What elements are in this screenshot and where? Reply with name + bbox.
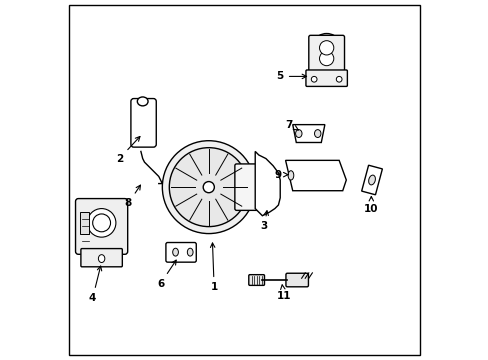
Text: 1: 1: [210, 243, 217, 292]
Polygon shape: [255, 152, 280, 216]
Ellipse shape: [287, 171, 293, 180]
Text: 10: 10: [364, 197, 378, 213]
Text: 5: 5: [276, 71, 306, 81]
Ellipse shape: [315, 33, 337, 48]
Text: 8: 8: [124, 185, 140, 208]
Ellipse shape: [137, 97, 148, 106]
Circle shape: [319, 41, 333, 55]
Ellipse shape: [368, 175, 375, 185]
Circle shape: [203, 181, 214, 193]
FancyBboxPatch shape: [81, 249, 122, 267]
Circle shape: [319, 51, 333, 66]
FancyBboxPatch shape: [305, 70, 346, 86]
Text: 9: 9: [274, 170, 287, 180]
Text: 3: 3: [260, 211, 268, 231]
FancyBboxPatch shape: [248, 275, 264, 285]
Ellipse shape: [98, 255, 104, 262]
Polygon shape: [361, 165, 382, 195]
FancyBboxPatch shape: [234, 164, 263, 210]
Polygon shape: [285, 160, 346, 191]
FancyBboxPatch shape: [285, 273, 308, 287]
FancyBboxPatch shape: [131, 99, 156, 147]
Text: 7: 7: [285, 120, 298, 130]
Text: 4: 4: [89, 266, 102, 303]
Text: 2: 2: [116, 136, 140, 163]
Polygon shape: [292, 125, 324, 143]
Circle shape: [93, 214, 110, 232]
FancyBboxPatch shape: [165, 243, 196, 262]
Circle shape: [261, 174, 274, 186]
Ellipse shape: [187, 248, 193, 256]
Circle shape: [162, 141, 255, 234]
Ellipse shape: [295, 130, 302, 138]
Circle shape: [336, 76, 341, 82]
Text: 6: 6: [157, 260, 176, 289]
Circle shape: [87, 208, 116, 237]
Circle shape: [169, 148, 248, 226]
Bar: [80, 212, 89, 234]
Ellipse shape: [314, 130, 320, 138]
Circle shape: [311, 76, 316, 82]
FancyBboxPatch shape: [75, 199, 127, 254]
Ellipse shape: [172, 248, 178, 256]
Text: 11: 11: [276, 285, 290, 301]
FancyBboxPatch shape: [308, 35, 344, 75]
